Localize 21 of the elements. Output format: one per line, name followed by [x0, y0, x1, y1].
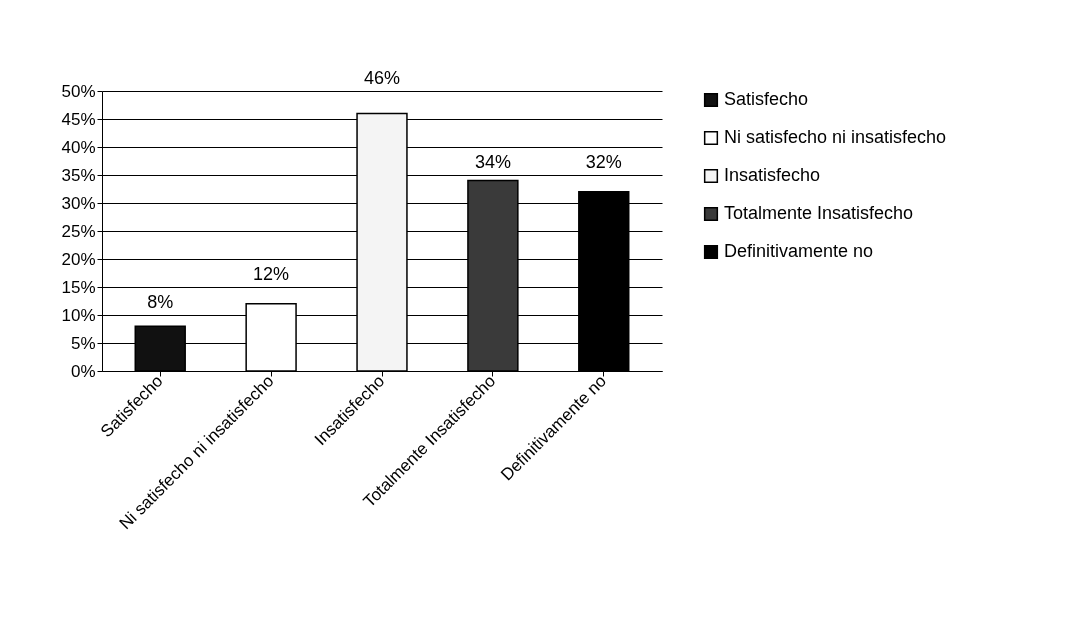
legend-label: Insatisfecho [724, 165, 821, 185]
y-tick-label: 15% [61, 277, 96, 297]
legend-label: Totalmente Insatisfecho [724, 203, 914, 223]
y-tick-label: 10% [61, 305, 96, 325]
legend-label: Definitivamente no [724, 241, 874, 261]
y-tick-label: 0% [70, 361, 96, 381]
data-label: 34% [474, 152, 511, 172]
legend-label: Satisfecho [724, 89, 809, 109]
y-tick-label: 40% [61, 137, 96, 157]
y-tick-label: 25% [61, 221, 96, 241]
data-label: 32% [585, 152, 622, 172]
data-label: 46% [363, 68, 401, 88]
y-tick-label: 5% [70, 333, 96, 353]
y-tick-label: 20% [61, 249, 96, 269]
data-label: 8% [147, 292, 174, 312]
y-tick-label: 30% [61, 193, 96, 213]
y-tick-label: 45% [61, 109, 96, 129]
data-label: 12% [253, 264, 290, 284]
legend-label: Ni satisfecho ni insatisfecho [724, 127, 947, 147]
y-tick-label: 50% [61, 81, 96, 101]
y-tick-label: 35% [61, 165, 96, 185]
